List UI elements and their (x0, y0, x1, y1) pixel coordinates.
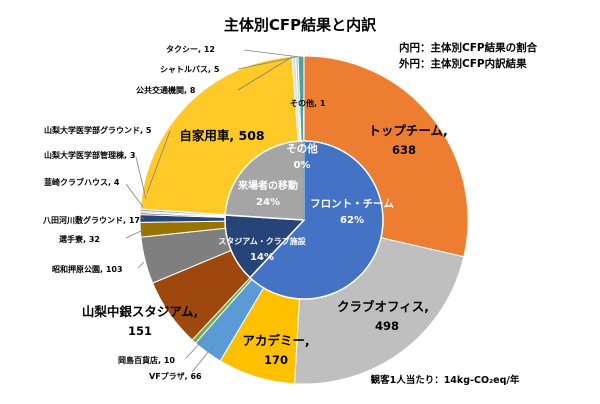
inner-pct-3: 0% (294, 160, 311, 171)
outer-label-10: 山梨大学医学部管理棟, 3 (44, 150, 135, 160)
legend-note-inner: 内円：主体別CFP結果の割合 (399, 41, 538, 54)
outer-label-13: 公共交通機関, 8 (136, 85, 196, 95)
outer-label-4: 岡島百貨店, 10 (118, 355, 175, 365)
outer-label-3: VFプラザ, 66 (149, 371, 202, 381)
outer-label-16: その他, 1 (290, 98, 326, 108)
outer-label-2: アカデミー, (242, 333, 309, 348)
per-visitor-footnote: 観客1人当たり：14kg-CO₂eq/年 (371, 374, 520, 386)
outer-label-1: クラブオフィス, (337, 299, 429, 314)
inner-label-2: 来場者の移動 (237, 179, 298, 192)
outer-label-6: 昭和押原公園, 103 (52, 264, 123, 274)
outer-label-7: 選手寮, 32 (59, 234, 100, 244)
outer-value-5: 151 (128, 324, 152, 338)
outer-label-12: 自家用車, 508 (179, 128, 264, 143)
inner-label-3: その他 (286, 142, 318, 155)
chart-title: 主体別CFP結果と内訳 (224, 16, 377, 34)
inner-pct-1: 14% (250, 252, 274, 263)
outer-label-8: 八田河川敷グラウンド, 17 (42, 215, 140, 225)
outer-label-5: 山梨中銀スタジアム, (82, 304, 198, 319)
leader-line-10 (136, 157, 146, 199)
leader-line-9 (126, 184, 143, 207)
outer-label-0: トップチーム, (368, 123, 447, 138)
inner-label-0: フロント・チーム (310, 198, 394, 210)
outer-label-15: タクシー, 12 (166, 44, 215, 54)
outer-label-11: 山梨大学医学部グラウンド, 5 (44, 125, 152, 135)
outer-value-0: 638 (392, 143, 416, 157)
inner-label-1: スタジアム・クラブ施設 (218, 236, 306, 246)
outer-value-1: 498 (375, 319, 399, 333)
legend-note-outer: 外円：主体別CFP内訳結果 (398, 57, 527, 70)
outer-value-2: 170 (264, 353, 288, 367)
leader-line-15 (244, 50, 300, 57)
outer-label-9: 韮崎クラブハウス, 4 (44, 177, 120, 187)
leader-line-6 (138, 262, 144, 268)
outer-label-14: シャトルバス, 5 (160, 65, 220, 74)
inner-pct-2: 24% (256, 197, 280, 208)
inner-pct-0: 62% (340, 215, 364, 226)
